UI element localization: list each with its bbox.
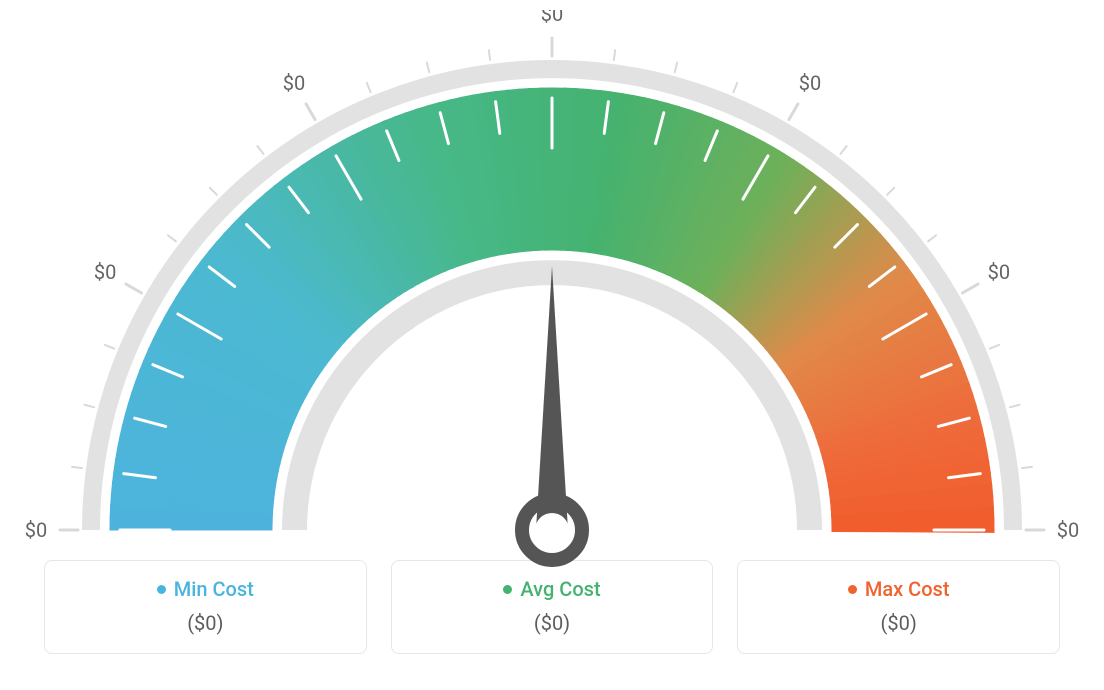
legend-label-avg: Avg Cost [520,577,600,601]
svg-text:$0: $0 [541,10,563,26]
legend-title-min: Min Cost [157,577,254,601]
gauge-svg: $0 $0 $0 $0 $0 $0 $0 [0,10,1104,570]
gauge-chart: $0 $0 $0 $0 $0 $0 $0 [0,0,1104,560]
dot-avg [503,585,512,594]
legend-value-max: ($0) [738,611,1059,635]
svg-text:$0: $0 [1057,518,1079,542]
svg-text:$0: $0 [94,260,116,284]
dot-min [157,585,166,594]
legend-value-min: ($0) [45,611,366,635]
dot-max [848,585,857,594]
legend-card-max: Max Cost ($0) [737,560,1060,654]
legend-card-avg: Avg Cost ($0) [391,560,714,654]
legend-label-min: Min Cost [174,577,254,601]
legend-title-max: Max Cost [848,577,950,601]
legend-label-max: Max Cost [865,577,950,601]
svg-text:$0: $0 [25,518,47,542]
legend-value-avg: ($0) [392,611,713,635]
legend-card-min: Min Cost ($0) [44,560,367,654]
svg-text:$0: $0 [283,71,305,95]
legend-row: Min Cost ($0) Avg Cost ($0) Max Cost ($0… [0,560,1104,654]
svg-text:$0: $0 [988,260,1010,284]
svg-text:$0: $0 [799,71,821,95]
legend-title-avg: Avg Cost [503,577,600,601]
